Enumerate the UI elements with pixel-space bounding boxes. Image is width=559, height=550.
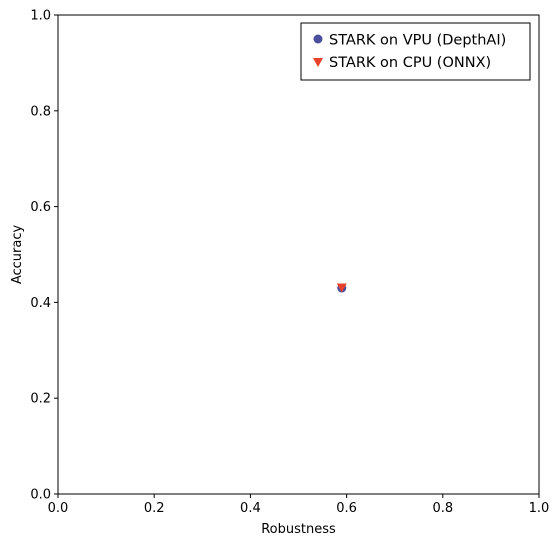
x-tick-label: 0.6 [336, 501, 357, 516]
y-tick-label: 0.0 [30, 488, 51, 503]
legend-marker-cpu [313, 58, 323, 67]
x-axis-label: Robustness [261, 522, 336, 537]
legend-label-cpu: STARK on CPU (ONNX) [329, 55, 491, 71]
x-tick-label: 0.0 [48, 501, 69, 516]
x-tick-label: 0.4 [240, 501, 261, 516]
y-tick-label: 0.4 [30, 296, 51, 311]
x-axis-ticks: 0.0 0.2 0.4 0.6 0.8 1.0 [48, 494, 550, 516]
legend-label-vpu: STARK on VPU (DepthAI) [329, 33, 506, 49]
data-points [336, 283, 347, 293]
y-tick-label: 0.2 [30, 392, 51, 407]
y-axis-label: Accuracy [10, 225, 25, 285]
legend-marker-vpu [313, 34, 323, 44]
x-tick-label: 0.2 [144, 501, 165, 516]
x-tick-label: 1.0 [529, 501, 550, 516]
y-tick-label: 0.8 [30, 104, 51, 119]
x-tick-label: 0.8 [432, 501, 453, 516]
legend-box [300, 22, 531, 81]
plot-area [57, 14, 540, 495]
data-point-cpu [336, 283, 347, 293]
y-tick-label: 1.0 [30, 9, 51, 24]
y-tick-label: 0.6 [30, 200, 51, 215]
legend: STARK on VPU (DepthAI) STARK on CPU (ONN… [300, 22, 531, 81]
y-axis-ticks: 0.0 0.2 0.4 0.6 0.8 1.0 [30, 9, 58, 503]
